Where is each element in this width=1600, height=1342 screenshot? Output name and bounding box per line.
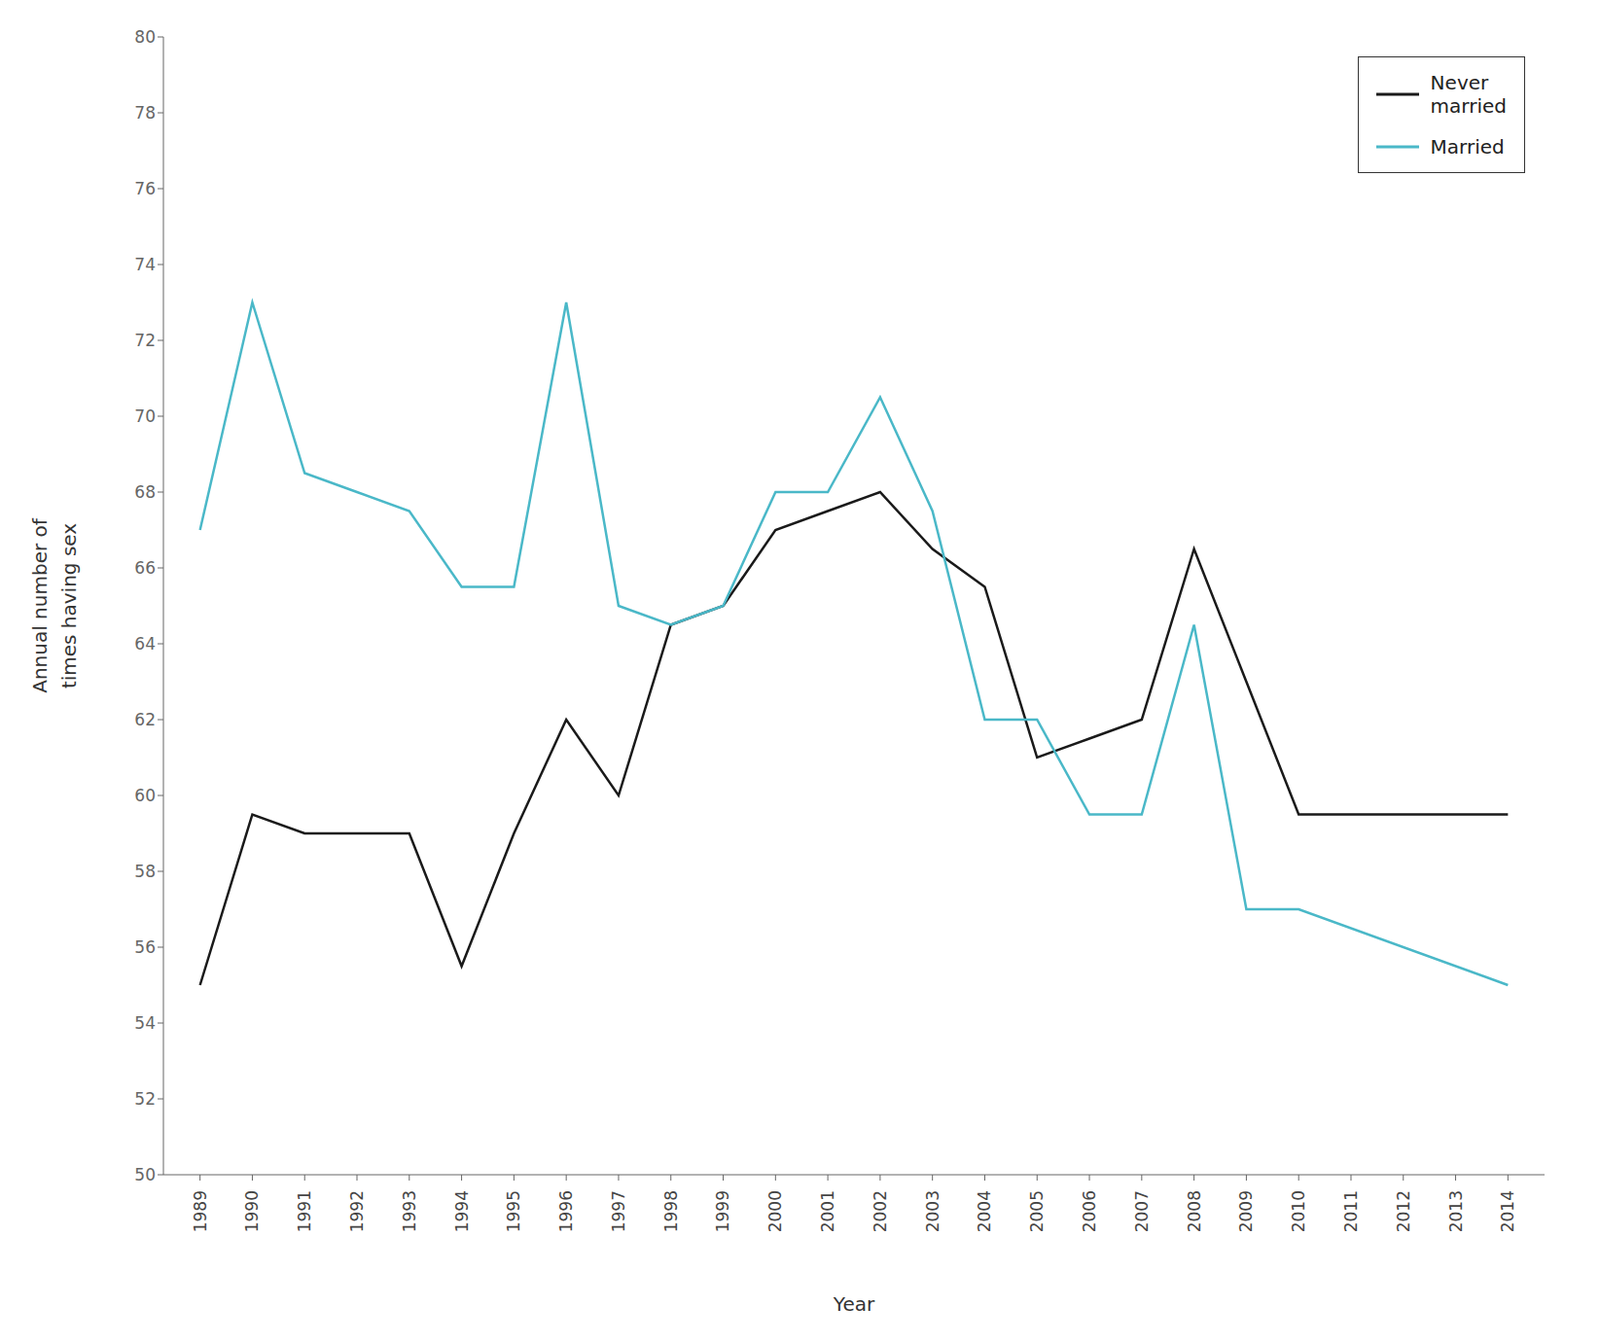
svg-text:2003: 2003 bbox=[923, 1190, 943, 1233]
svg-text:54: 54 bbox=[134, 1013, 156, 1033]
svg-text:2011: 2011 bbox=[1341, 1190, 1361, 1233]
svg-text:1989: 1989 bbox=[190, 1190, 211, 1233]
svg-text:2002: 2002 bbox=[870, 1190, 890, 1233]
svg-text:68: 68 bbox=[134, 482, 156, 502]
svg-text:2009: 2009 bbox=[1236, 1190, 1256, 1233]
svg-text:62: 62 bbox=[134, 710, 156, 730]
html-text:Married: Married bbox=[1430, 135, 1505, 159]
svg-text:56: 56 bbox=[134, 937, 156, 958]
svg-text:74: 74 bbox=[134, 254, 156, 275]
svg-text:1999: 1999 bbox=[712, 1190, 733, 1233]
svg-text:1998: 1998 bbox=[661, 1190, 681, 1233]
svg-text:Annual number oftimes having s: Annual number oftimes having sex bbox=[28, 517, 81, 694]
svg-text:66: 66 bbox=[134, 558, 156, 578]
svg-text:2001: 2001 bbox=[817, 1190, 838, 1233]
svg-text:76: 76 bbox=[134, 178, 156, 199]
svg-text:1994: 1994 bbox=[452, 1190, 472, 1233]
svg-text:1995: 1995 bbox=[503, 1190, 524, 1233]
svg-text:2010: 2010 bbox=[1288, 1190, 1309, 1233]
svg-text:1990: 1990 bbox=[242, 1190, 262, 1233]
svg-text:2006: 2006 bbox=[1079, 1190, 1100, 1233]
svg-text:2000: 2000 bbox=[765, 1190, 785, 1233]
svg-text:2004: 2004 bbox=[974, 1190, 995, 1233]
svg-text:Year: Year bbox=[832, 1292, 876, 1316]
svg-text:1993: 1993 bbox=[399, 1190, 420, 1233]
svg-text:2008: 2008 bbox=[1184, 1190, 1205, 1233]
svg-text:60: 60 bbox=[134, 785, 156, 806]
svg-text:2005: 2005 bbox=[1027, 1190, 1047, 1233]
svg-text:72: 72 bbox=[134, 330, 156, 351]
svg-text:58: 58 bbox=[134, 861, 156, 882]
svg-text:1992: 1992 bbox=[347, 1190, 367, 1233]
svg-text:1991: 1991 bbox=[294, 1190, 315, 1233]
svg-text:1997: 1997 bbox=[608, 1190, 629, 1233]
svg-text:80: 80 bbox=[134, 27, 156, 47]
svg-text:78: 78 bbox=[134, 103, 156, 123]
svg-text:64: 64 bbox=[134, 634, 156, 654]
svg-text:1996: 1996 bbox=[556, 1190, 576, 1233]
svg-text:2014: 2014 bbox=[1497, 1190, 1518, 1233]
svg-text:2012: 2012 bbox=[1393, 1190, 1414, 1233]
svg-text:70: 70 bbox=[134, 406, 156, 427]
svg-text:50: 50 bbox=[134, 1165, 156, 1185]
svg-text:2007: 2007 bbox=[1132, 1190, 1152, 1233]
html-text:Never married: Never married bbox=[1430, 71, 1507, 118]
svg-text:2013: 2013 bbox=[1446, 1190, 1466, 1233]
svg-text:52: 52 bbox=[134, 1089, 156, 1109]
